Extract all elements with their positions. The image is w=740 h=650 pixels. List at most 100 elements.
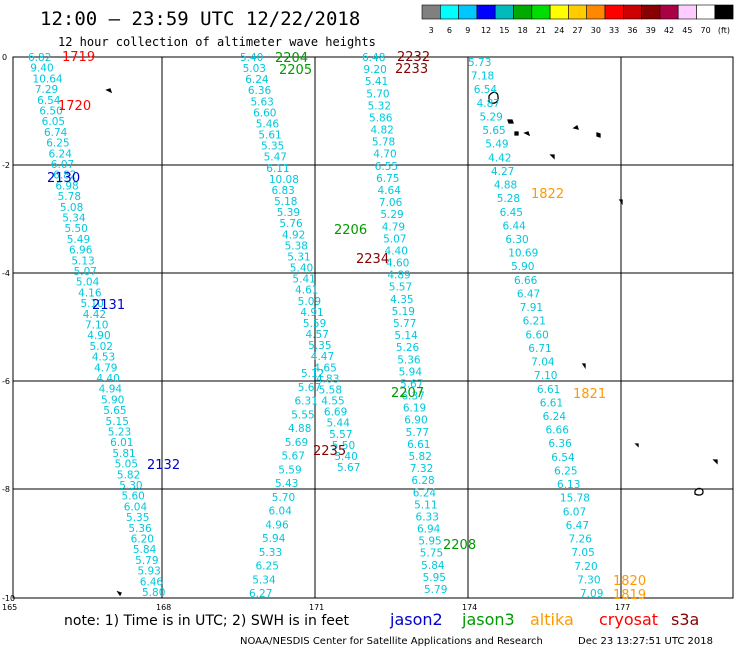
wave-height-value: 6.24 [413,487,437,499]
y-tick-label: -6 [2,377,10,386]
color-legend: 3 6 9 12 15 18 21 24 27 30 33 36 39 42 45 70 (ft) [421,4,734,35]
wave-height-value: 5.28 [497,193,520,205]
wave-height-value: 10.08 [269,174,299,186]
wave-height-value: 5.23 [108,427,131,439]
wave-height-value: 4.89 [387,270,410,282]
wave-height-value: 5.58 [319,384,342,396]
y-tick-label: -4 [2,269,10,278]
wave-height-value: 6.07 [563,506,586,518]
wave-height-value: 6.66 [514,275,538,287]
pass-time-label: 2130 [47,171,80,186]
footer-note: note: 1) Time is in UTC; 2) SWH is in fe… [64,613,350,629]
wave-height-value: 4.70 [373,149,396,161]
wave-height-value: 10.69 [508,248,538,260]
island-shape [116,590,122,597]
wave-height-value: 5.59 [278,464,301,476]
legend-swatch [494,4,514,20]
y-tick-label: -8 [2,485,10,494]
pass-time-label: 1822 [531,187,564,202]
wave-height-value: 6.20 [131,534,154,546]
wave-height-value: 6.54 [474,84,498,96]
wave-height-value: 6.07 [51,159,74,171]
wave-height-value: 6.66 [546,425,570,437]
wave-height-value: 5.15 [106,416,129,428]
wave-height-value: 6.21 [523,316,546,328]
wave-height-value: 5.95 [423,572,446,584]
pass-time-label: 2232 [397,50,430,65]
legend-swatch [641,4,661,20]
wave-height-value: 4.83 [316,373,339,385]
pass-time-label: 2234 [356,252,389,267]
legend-label: 21 [536,26,546,35]
wave-height-value: 6.82 [53,170,76,182]
legend-label: 27 [572,26,582,35]
wave-height-value: 4.40 [385,245,408,257]
page-title: 12:00 — 23:59 UTC 12/22/2018 [40,8,360,30]
legend-swatch [622,4,642,20]
x-axis-ticks: 165 168 171 174 177 [2,603,630,612]
wave-height-value: 5.34 [252,574,276,586]
island-shape [618,199,623,206]
legend-label: 18 [518,26,528,35]
wave-height-value: 5.57 [329,429,352,441]
wave-height-value: 5.70 [272,492,295,504]
wave-height-value: 6.24 [49,148,73,160]
wave-height-value: 6.60 [525,329,548,341]
legend-swatch [531,4,551,20]
wave-height-value: 6.60 [253,107,276,119]
wave-height-value: 5.61 [258,130,281,142]
wave-height-value: 5.77 [406,427,429,439]
wave-height-value: 4.65 [313,362,336,374]
wave-height-value: 4.79 [94,362,117,374]
wave-height-value: 5.29 [380,209,403,221]
legend-label: 12 [481,26,491,35]
wave-height-tracks: 6.829.4010.647.296.546.506.056.746.256.2… [28,52,603,600]
track-s3a-2232: 6.489.205.415.705.325.864.825.784.706.55… [362,52,447,596]
wave-height-value: 5.67 [298,382,321,394]
wave-height-value: 5.36 [397,354,421,366]
wave-height-value: 6.48 [362,52,385,64]
island-shape [523,131,531,137]
wave-height-value: 4.82 [370,125,393,137]
wave-height-value: 5.05 [115,459,138,471]
wave-height-value: 4.64 [378,185,402,197]
wave-height-value: 5.65 [482,125,505,137]
satellite-legend: jason2 jason3 altika cryosat s3a [389,610,699,629]
pass-time-label: 2131 [92,298,125,313]
wave-height-value: 5.49 [67,234,90,246]
wave-height-value: 6.24 [245,74,269,86]
wave-height-value: 6.13 [557,479,580,491]
wave-height-value: 4.57 [306,329,329,341]
track-cryosat-1719: 6.829.4010.647.296.546.506.056.746.256.2… [28,52,165,599]
wave-height-value: 5.46 [256,118,280,130]
wave-height-value: 5.29 [479,111,502,123]
wave-height-value: 6.44 [502,220,526,232]
wave-height-value: 10.64 [33,73,63,85]
y-tick-label: 0 [2,53,7,62]
wave-height-value: 5.94 [399,366,423,378]
wave-height-value: 15.78 [560,493,590,505]
island-shape [694,487,704,496]
legend-swatch [659,4,679,20]
y-tick-label: -10 [2,594,15,603]
pass-time-label: 1820 [613,574,646,589]
wave-height-value: 6.31 [295,396,318,408]
wave-height-value: 6.47 [566,520,589,532]
pass-time-label: 2206 [334,223,367,238]
island-shape [507,119,514,124]
wave-height-value: 5.57 [389,282,412,294]
wave-height-value: 5.03 [243,63,266,75]
wave-height-value: 6.82 [28,52,51,64]
wave-height-value: 5.50 [332,440,355,452]
wave-height-value: 6.01 [110,437,133,449]
wave-height-value: 7.30 [577,574,600,586]
wave-height-value: 6.37 [401,391,424,403]
wave-height-value: 7.09 [580,588,603,600]
wave-height-value: 6.25 [256,561,279,573]
pass-time-label: 1719 [62,50,95,65]
wave-height-value: 5.67 [337,462,360,474]
wave-height-value: 6.94 [417,524,441,536]
wave-height-value: 5.35 [308,340,331,352]
